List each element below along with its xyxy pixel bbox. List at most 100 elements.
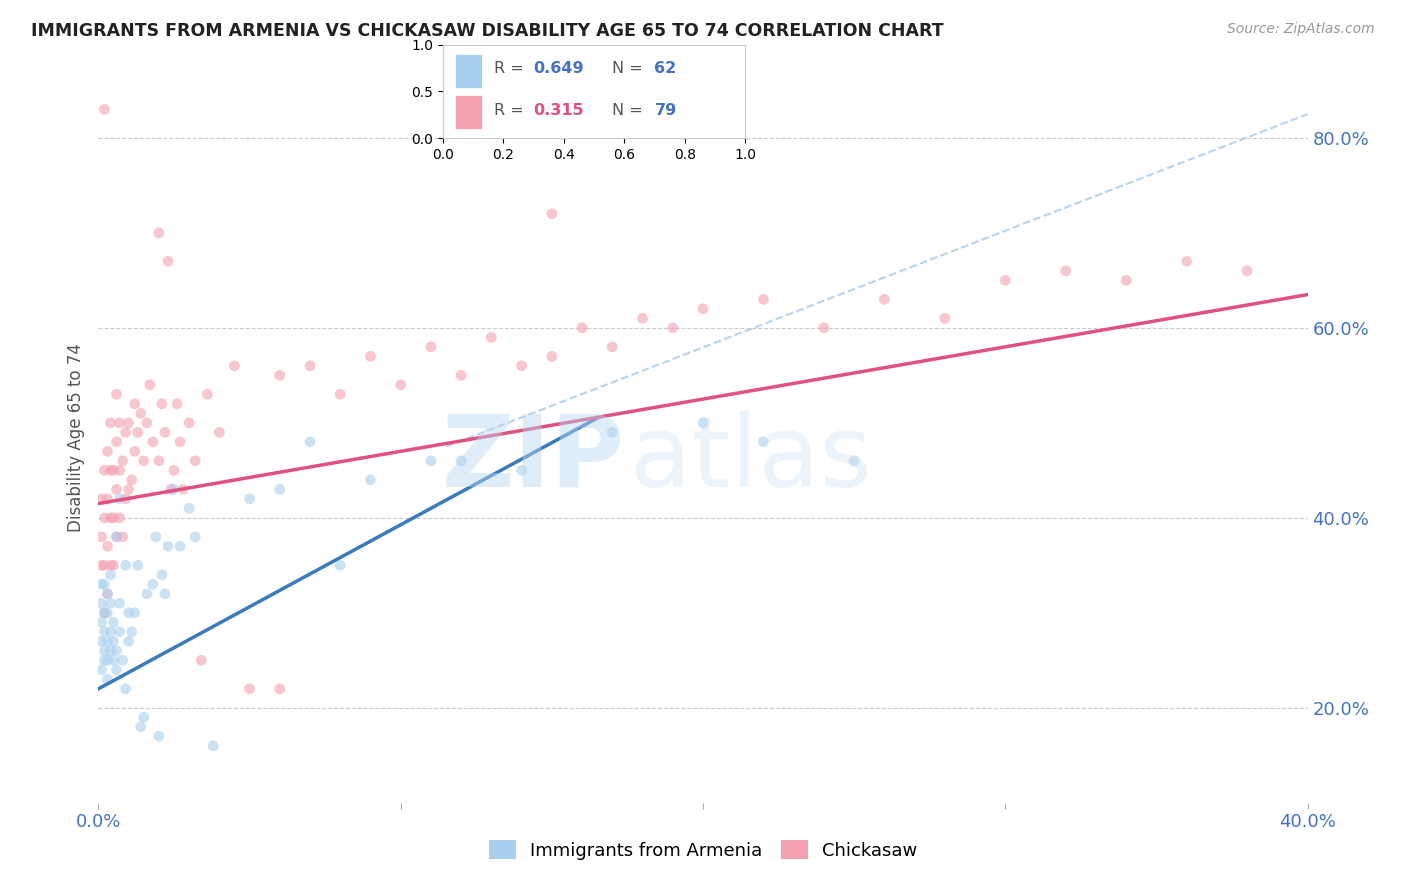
Point xyxy=(148,226,170,240)
Point xyxy=(631,311,654,326)
Point xyxy=(96,673,118,687)
Point xyxy=(1115,273,1137,287)
Point xyxy=(105,530,128,544)
Point xyxy=(105,530,128,544)
Point xyxy=(108,416,131,430)
Point xyxy=(481,330,503,344)
Point xyxy=(1054,264,1077,278)
Point xyxy=(96,587,118,601)
Point xyxy=(93,624,115,639)
Point xyxy=(90,596,112,610)
Y-axis label: Disability Age 65 to 74: Disability Age 65 to 74 xyxy=(66,343,84,532)
Point xyxy=(994,273,1017,287)
Point xyxy=(602,425,624,440)
Point xyxy=(90,663,112,677)
Point xyxy=(121,473,143,487)
Text: Source: ZipAtlas.com: Source: ZipAtlas.com xyxy=(1227,22,1375,37)
Point xyxy=(118,416,141,430)
Point xyxy=(153,587,176,601)
Point xyxy=(145,530,167,544)
Point xyxy=(1236,264,1258,278)
Point xyxy=(873,293,896,307)
Point xyxy=(127,558,149,573)
Point xyxy=(934,311,956,326)
Text: N =: N = xyxy=(612,62,648,77)
Point xyxy=(108,511,131,525)
Point xyxy=(96,606,118,620)
Point xyxy=(90,491,112,506)
Point xyxy=(844,454,866,468)
Text: 79: 79 xyxy=(655,103,676,118)
Point xyxy=(118,483,141,497)
Point xyxy=(111,454,134,468)
Point xyxy=(108,596,131,610)
Point xyxy=(169,539,191,553)
Point xyxy=(103,558,125,573)
Point xyxy=(111,653,134,667)
Text: N =: N = xyxy=(612,103,648,118)
Bar xyxy=(456,95,482,129)
Point xyxy=(135,587,157,601)
Text: R =: R = xyxy=(495,62,529,77)
Point xyxy=(184,454,207,468)
Point xyxy=(420,454,443,468)
Point xyxy=(105,644,128,658)
Point xyxy=(93,463,115,477)
Point xyxy=(139,377,162,392)
Point xyxy=(208,425,231,440)
Point xyxy=(163,463,186,477)
Point xyxy=(108,491,131,506)
Point xyxy=(752,293,775,307)
Point xyxy=(360,349,382,363)
Point xyxy=(142,434,165,449)
Point xyxy=(93,577,115,591)
Legend: Immigrants from Armenia, Chickasaw: Immigrants from Armenia, Chickasaw xyxy=(481,833,925,867)
Point xyxy=(103,511,125,525)
Point xyxy=(156,539,179,553)
Point xyxy=(114,491,136,506)
Point xyxy=(96,653,118,667)
Point xyxy=(450,368,472,383)
Point xyxy=(108,624,131,639)
Text: 0.315: 0.315 xyxy=(534,103,585,118)
Point xyxy=(93,606,115,620)
Point xyxy=(184,530,207,544)
Point xyxy=(692,416,714,430)
Point xyxy=(172,483,194,497)
Point xyxy=(132,710,155,724)
Point xyxy=(100,511,122,525)
Point xyxy=(93,103,115,117)
Point xyxy=(540,207,562,221)
Point xyxy=(510,359,533,373)
Point xyxy=(93,653,115,667)
Point xyxy=(124,397,146,411)
Point xyxy=(299,359,322,373)
Point xyxy=(114,425,136,440)
Point xyxy=(571,321,593,335)
Point xyxy=(100,567,122,582)
Point xyxy=(100,596,122,610)
Point xyxy=(329,558,352,573)
Point xyxy=(813,321,835,335)
Point xyxy=(100,416,122,430)
Point xyxy=(202,739,225,753)
Point xyxy=(90,558,112,573)
Point xyxy=(153,425,176,440)
Point xyxy=(420,340,443,354)
Point xyxy=(103,463,125,477)
Text: ZIP: ZIP xyxy=(441,410,624,508)
Point xyxy=(129,406,152,420)
Point xyxy=(190,653,212,667)
Point xyxy=(105,434,128,449)
Point xyxy=(156,254,179,268)
Point xyxy=(752,434,775,449)
Point xyxy=(269,681,291,696)
Point xyxy=(602,340,624,354)
Point xyxy=(114,558,136,573)
Point xyxy=(96,491,118,506)
Point xyxy=(100,644,122,658)
Point xyxy=(224,359,246,373)
Text: 62: 62 xyxy=(655,62,676,77)
Point xyxy=(100,624,122,639)
Point xyxy=(329,387,352,401)
